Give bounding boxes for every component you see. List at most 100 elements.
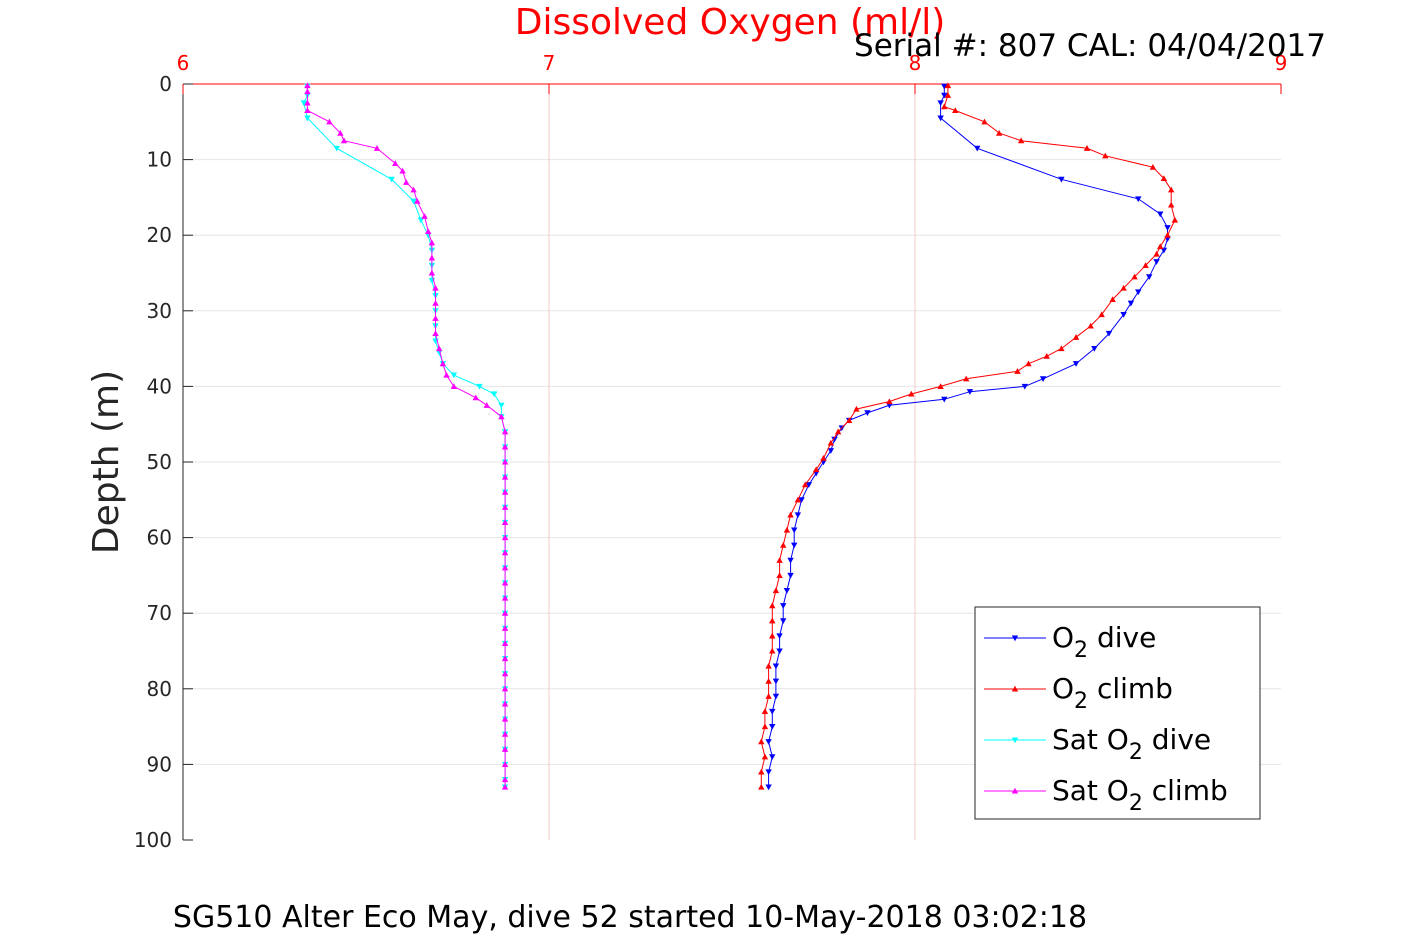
data-point (483, 402, 490, 408)
data-point (501, 776, 509, 783)
data-point (827, 439, 835, 446)
data-point (1025, 360, 1032, 367)
data-point (501, 761, 509, 767)
data-point (432, 284, 439, 291)
data-point (1164, 225, 1171, 231)
data-point (403, 179, 410, 185)
data-point (1091, 346, 1098, 352)
data-point (450, 372, 458, 379)
data-point (501, 549, 509, 556)
data-point (769, 617, 776, 624)
data-point (1072, 334, 1080, 340)
data-point (472, 394, 479, 401)
data-point (501, 594, 509, 601)
y-tick-label: 100 (134, 828, 172, 852)
x-tick-label: 9 (1275, 51, 1288, 75)
data-point (304, 115, 311, 122)
data-point (501, 504, 509, 510)
x-tick-label: 7 (543, 51, 556, 75)
data-point (1105, 330, 1113, 337)
legend-label: Sat O2 climb (1052, 774, 1228, 816)
data-point (399, 167, 406, 174)
data-point (787, 511, 794, 518)
data-point (1153, 250, 1160, 257)
data-point (1021, 383, 1028, 390)
data-point (974, 145, 981, 152)
data-point (501, 610, 509, 616)
data-point (425, 228, 432, 234)
data-point (501, 655, 509, 662)
data-point (944, 92, 952, 98)
data-point (425, 232, 432, 239)
data-point (501, 473, 509, 480)
legend-label: Sat O2 dive (1052, 723, 1211, 765)
data-point (886, 402, 893, 409)
data-point (780, 603, 787, 609)
data-point (765, 678, 772, 684)
data-point (501, 746, 509, 752)
data-point (1135, 289, 1142, 296)
chart-subtitle: Serial #: 807 CAL: 04/04/2017 (854, 28, 1326, 64)
data-point (812, 466, 820, 473)
chart-footer: SG510 Alter Eco May, dive 52 started 10-… (173, 900, 1087, 935)
data-point (772, 587, 780, 594)
data-point (304, 107, 311, 114)
data-point (937, 115, 944, 122)
data-point (1014, 368, 1021, 374)
data-point (1011, 787, 1019, 794)
data-point (432, 300, 439, 306)
data-point (780, 541, 787, 548)
data-point (392, 160, 399, 166)
data-point (1164, 232, 1171, 238)
data-point (428, 269, 436, 276)
data-point (450, 383, 458, 389)
data-point (765, 739, 772, 745)
data-point (783, 526, 791, 533)
data-point (761, 753, 769, 760)
data-point (428, 239, 436, 246)
data-point (501, 715, 509, 722)
data-point (791, 527, 798, 534)
data-point (966, 389, 974, 395)
y-tick-label: 10 (147, 148, 172, 172)
y-tick-label: 50 (147, 450, 172, 474)
y-tick-label: 0 (159, 72, 172, 96)
data-point (1146, 274, 1153, 280)
data-point (340, 137, 348, 144)
data-point (1011, 635, 1019, 642)
data-point (769, 632, 776, 639)
data-point (765, 769, 772, 776)
data-point (758, 783, 765, 790)
data-point (1109, 296, 1116, 303)
data-point (436, 349, 443, 356)
data-point (501, 685, 509, 692)
data-point (776, 557, 783, 563)
data-point (501, 700, 509, 707)
data-point (937, 100, 944, 107)
legend-item: Sat O2 dive (984, 723, 1211, 765)
data-point (1098, 311, 1105, 318)
data-point (772, 678, 780, 685)
grid (183, 84, 1281, 840)
data-point (432, 315, 439, 321)
data-point (1149, 163, 1157, 170)
data-point (769, 754, 776, 761)
data-point (941, 83, 948, 90)
data-point (1157, 243, 1164, 250)
x-tick-label: 8 (909, 51, 922, 75)
data-point (476, 383, 483, 390)
data-point (1058, 176, 1065, 183)
data-point (802, 481, 809, 488)
data-point (1011, 685, 1019, 692)
data-point (501, 428, 509, 435)
data-point (414, 197, 421, 204)
data-point (944, 82, 952, 89)
data-point (765, 662, 772, 669)
data-point (1160, 247, 1168, 254)
data-point (410, 186, 417, 193)
data-point (1058, 345, 1065, 352)
data-point (326, 118, 333, 125)
series-group (300, 82, 1179, 791)
data-point (831, 436, 838, 443)
